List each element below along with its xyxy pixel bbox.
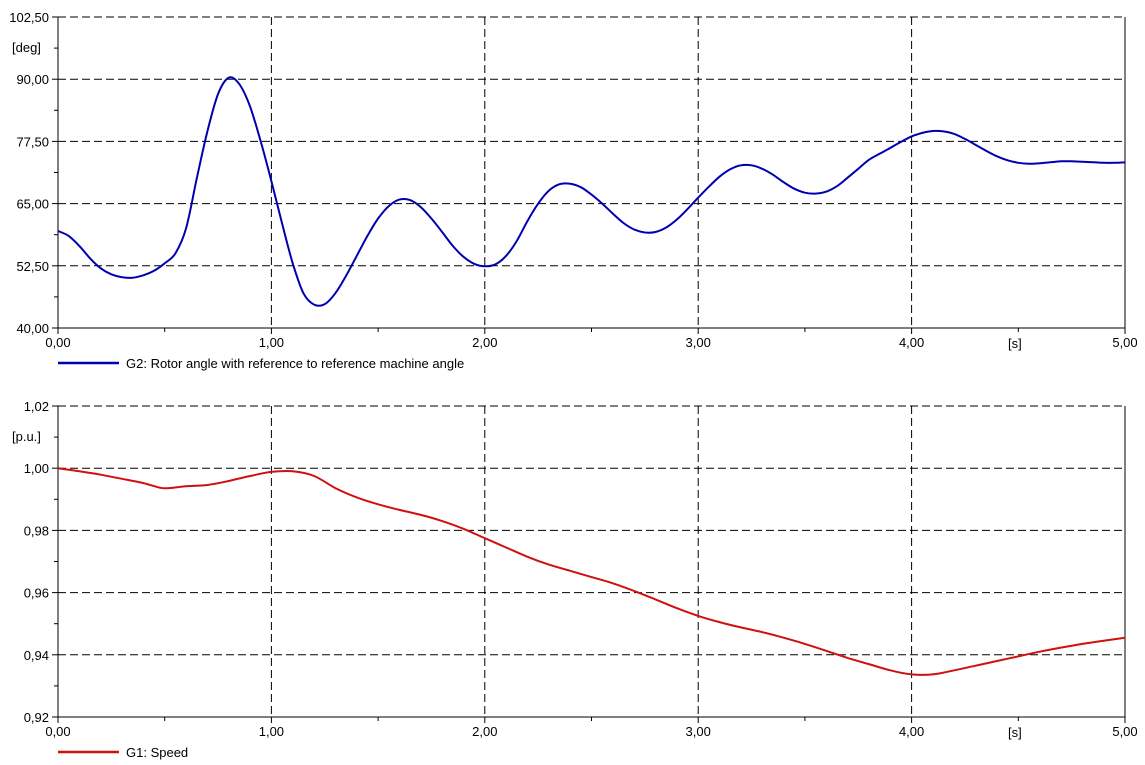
speed-y-unit: [p.u.] (12, 429, 41, 444)
speed-grid (58, 405, 1125, 717)
rotor-angle-y-tick-label: 90,00 (16, 72, 49, 87)
rotor-angle-y-tick-label: 52,50 (16, 259, 49, 274)
rotor-angle-x-unit: [s] (1008, 336, 1022, 351)
rotor-angle-series-line-0 (57, 76, 1126, 307)
rotor-angle-grid (58, 16, 1125, 328)
rotor-angle-axes (57, 17, 1126, 329)
rotor-angle-y-ticks: 40,00 52,50 65,00 77,50 90,00 102,50 (9, 10, 58, 336)
speed-y-ticks: 0,92 0,94 0,96 0,98 1,00 1,02 (24, 399, 58, 725)
speed-x-tick-label: 2,00 (472, 724, 497, 739)
speed-y-tick-label: 0,94 (24, 648, 49, 663)
speed-axes (57, 406, 1126, 718)
speed-x-tick-label: 3,00 (686, 724, 711, 739)
speed-x-tick-label: 5,00 (1112, 724, 1137, 739)
speed-y-tick-label: 1,00 (24, 461, 49, 476)
rotor-angle-x-tick-label: 0,00 (45, 335, 70, 350)
rotor-angle-minor-ticks (54, 47, 1019, 332)
speed-x-tick-label: 0,00 (45, 724, 70, 739)
speed-x-unit: [s] (1008, 725, 1022, 740)
rotor-angle-y-tick-label: 40,00 (16, 321, 49, 336)
rotor-angle-x-tick-label: 2,00 (472, 335, 497, 350)
speed-y-tick-label: 1,02 (24, 399, 49, 414)
speed-minor-ticks (54, 436, 1019, 721)
rotor-angle-x-tick-label: 1,00 (259, 335, 284, 350)
rotor-angle-y-tick-label: 77,50 (16, 134, 49, 149)
speed-legend-label: G1: Speed (126, 745, 188, 760)
speed-legend: G1: Speed (58, 745, 188, 760)
speed-series-line-0 (57, 467, 1126, 676)
rotor-angle-x-tick-label: 3,00 (686, 335, 711, 350)
speed-series (57, 467, 1126, 676)
rotor-angle-series (57, 76, 1126, 307)
rotor-angle-y-tick-label: 102,50 (9, 10, 49, 25)
rotor-angle-y-unit: [deg] (12, 40, 41, 55)
rotor-angle-x-tick-label: 4,00 (899, 335, 924, 350)
rotor-angle-legend: G2: Rotor angle with reference to refere… (58, 356, 464, 371)
speed-y-tick-label: 0,92 (24, 710, 49, 725)
speed-y-tick-label: 0,96 (24, 586, 49, 601)
speed-y-tick-label: 0,98 (24, 523, 49, 538)
rotor-angle-legend-label: G2: Rotor angle with reference to refere… (126, 356, 464, 371)
rotor-angle-x-tick-label: 5,00 (1112, 335, 1137, 350)
speed-x-tick-label: 1,00 (259, 724, 284, 739)
speed-chart: 0,92 0,94 0,96 0,98 1,00 1,02 0,00 1,00 2,00 3,0… (12, 399, 1138, 760)
rotor-angle-x-ticks: 0,00 1,00 2,00 3,00 4,00 5,00 (45, 328, 1138, 350)
rotor-angle-y-tick-label: 65,00 (16, 197, 49, 212)
speed-x-tick-label: 4,00 (899, 724, 924, 739)
speed-x-ticks: 0,00 1,00 2,00 3,00 4,00 5,00 (45, 717, 1138, 739)
rotor-angle-chart: 40,00 52,50 65,00 77,50 90,00 102,50 0,00 1,00… (9, 10, 1137, 371)
